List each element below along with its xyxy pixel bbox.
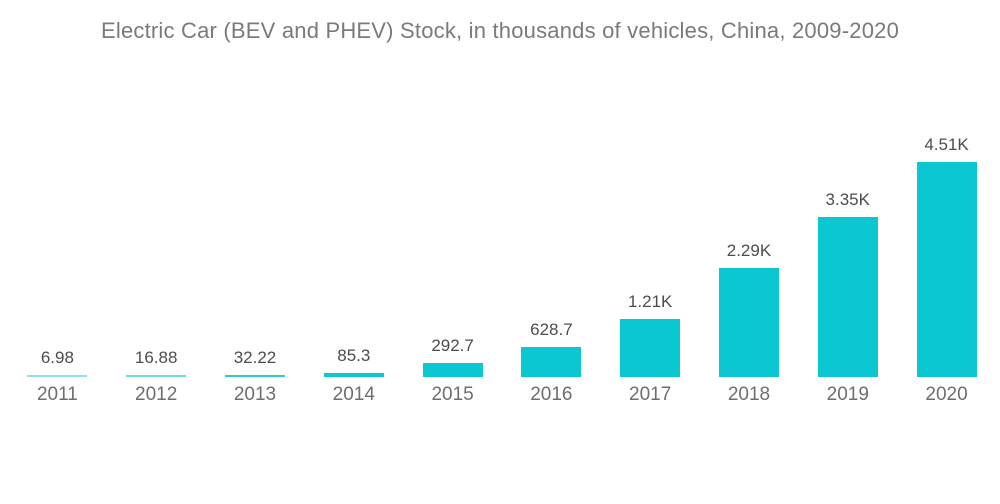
bar-column-2014: 85.3: [304, 346, 403, 377]
x-axis-label-2019: 2019: [826, 384, 869, 405]
bar-column-2019: 3.35K: [798, 190, 897, 377]
x-axis-label-2020: 2020: [925, 384, 968, 405]
bar-value-label: 32.22: [233, 348, 277, 367]
bar-value-label: 16.88: [134, 348, 178, 367]
bar-column-2012: 16.88: [107, 348, 206, 377]
bar-column-2015: 292.7: [403, 336, 502, 377]
bar-2020: [916, 162, 977, 377]
x-axis-label-2014: 2014: [332, 384, 375, 405]
bar-column-2017: 1.21K: [601, 292, 700, 377]
x-axis: 2011 2012 2013 2014 2015 2016 2017 2018 2019 2020: [8, 384, 996, 406]
bar-value-label: 3.35K: [825, 190, 870, 210]
chart-title: Electric Car (BEV and PHEV) Stock, in th…: [100, 18, 900, 43]
bar-2015: [422, 363, 483, 377]
bar-2017: [620, 319, 681, 377]
bar-2014: [323, 372, 384, 377]
bar-value-label: 85.3: [337, 345, 371, 365]
bar-column-2011: 6.98: [8, 348, 107, 377]
bar-value-label: 2.29K: [726, 240, 772, 260]
x-axis-label-2012: 2012: [135, 384, 178, 405]
x-axis-label-2013: 2013: [233, 384, 277, 405]
bar-value-label: 628.7: [530, 320, 573, 339]
bar-2019: [817, 217, 878, 377]
bar-2018: [718, 267, 779, 377]
x-axis-label-2016: 2016: [530, 384, 573, 405]
bar-2013: [224, 375, 285, 377]
bar-column-2020: 4.51K: [897, 135, 996, 377]
x-axis-label-2015: 2015: [431, 384, 474, 405]
bar-2011: [27, 375, 88, 377]
x-axis-label-2017: 2017: [629, 384, 672, 405]
bar-column-2018: 2.29K: [700, 241, 799, 377]
bar-2012: [126, 375, 187, 377]
x-axis-label-2018: 2018: [727, 384, 771, 405]
bar-value-label: 6.98: [40, 348, 74, 367]
bar-value-label: 292.7: [431, 336, 474, 355]
bar-column-2013: 32.22: [206, 348, 305, 377]
x-axis-label-2011: 2011: [36, 384, 78, 405]
plot-area: 6.98 16.88 32.22 85.3 292.7 628.7 1.21K 2.29K 3.…: [8, 0, 996, 377]
bar-value-label: 4.51K: [924, 135, 969, 154]
bar-column-2016: 628.7: [502, 320, 601, 377]
bar-value-label: 1.21K: [627, 292, 673, 312]
bar-2016: [521, 347, 582, 377]
